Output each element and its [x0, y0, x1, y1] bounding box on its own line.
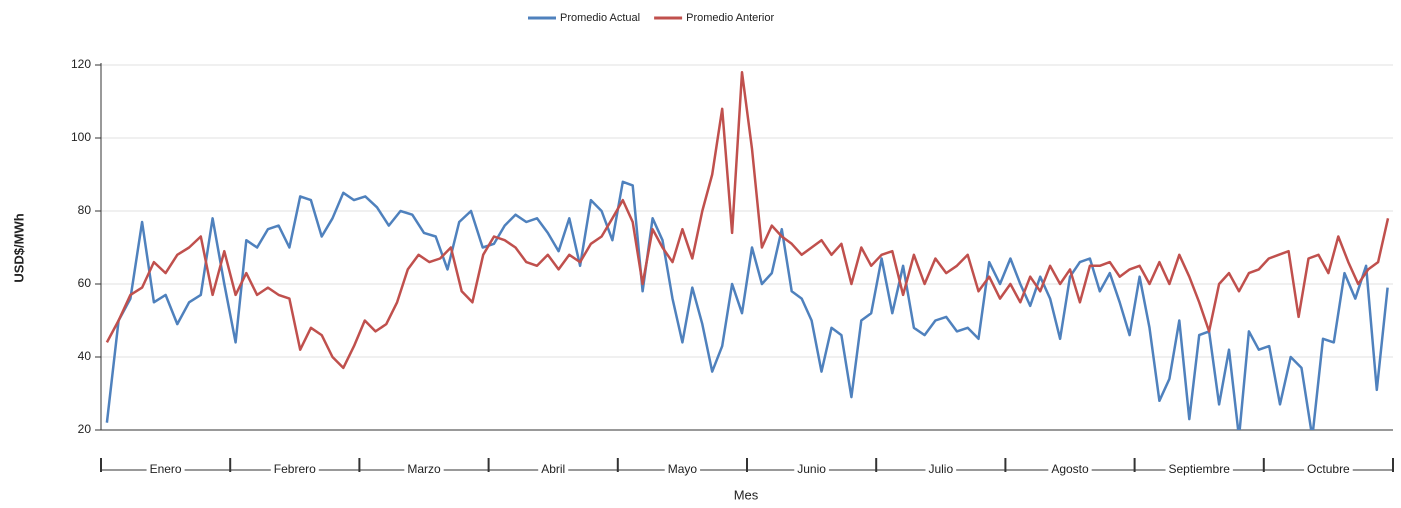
label-background — [270, 462, 319, 478]
label-background — [404, 462, 444, 478]
y-tick-label: 100 — [71, 130, 91, 144]
label-background — [146, 462, 185, 478]
x-axis-title: Mes — [734, 487, 759, 502]
label-background — [538, 462, 569, 478]
x-tick-label: Septiembre — [1169, 462, 1231, 476]
x-tick-label: Febrero — [274, 462, 316, 476]
x-tick-label: Junio — [797, 462, 826, 476]
label-background — [925, 462, 957, 478]
label-background — [794, 462, 829, 478]
x-tick-label: Julio — [928, 462, 953, 476]
x-tick-label: Marzo — [407, 462, 441, 476]
plot-area — [105, 71, 1390, 430]
legend-label: Promedio Anterior — [686, 12, 774, 24]
x-tick-label: Agosto — [1051, 462, 1089, 476]
label-background — [664, 462, 701, 478]
x-tick-label: Enero — [150, 462, 182, 476]
label-background — [1304, 462, 1353, 478]
label-background — [1048, 462, 1092, 478]
legend-label: Promedio Actual — [560, 12, 640, 24]
y-axis-title: USD$/MWh — [11, 213, 26, 282]
y-tick-label: 80 — [78, 203, 92, 217]
x-tick-label: Abril — [541, 462, 565, 476]
y-tick-label: 120 — [71, 57, 91, 71]
y-tick-label: 60 — [78, 276, 92, 290]
label-background — [1165, 462, 1233, 478]
series-line — [105, 71, 1390, 370]
x-tick-label: Octubre — [1307, 462, 1350, 476]
y-tick-label: 20 — [78, 422, 92, 436]
y-tick-label: 40 — [78, 349, 92, 363]
series-line — [105, 180, 1389, 430]
x-tick-label: Mayo — [668, 462, 698, 476]
